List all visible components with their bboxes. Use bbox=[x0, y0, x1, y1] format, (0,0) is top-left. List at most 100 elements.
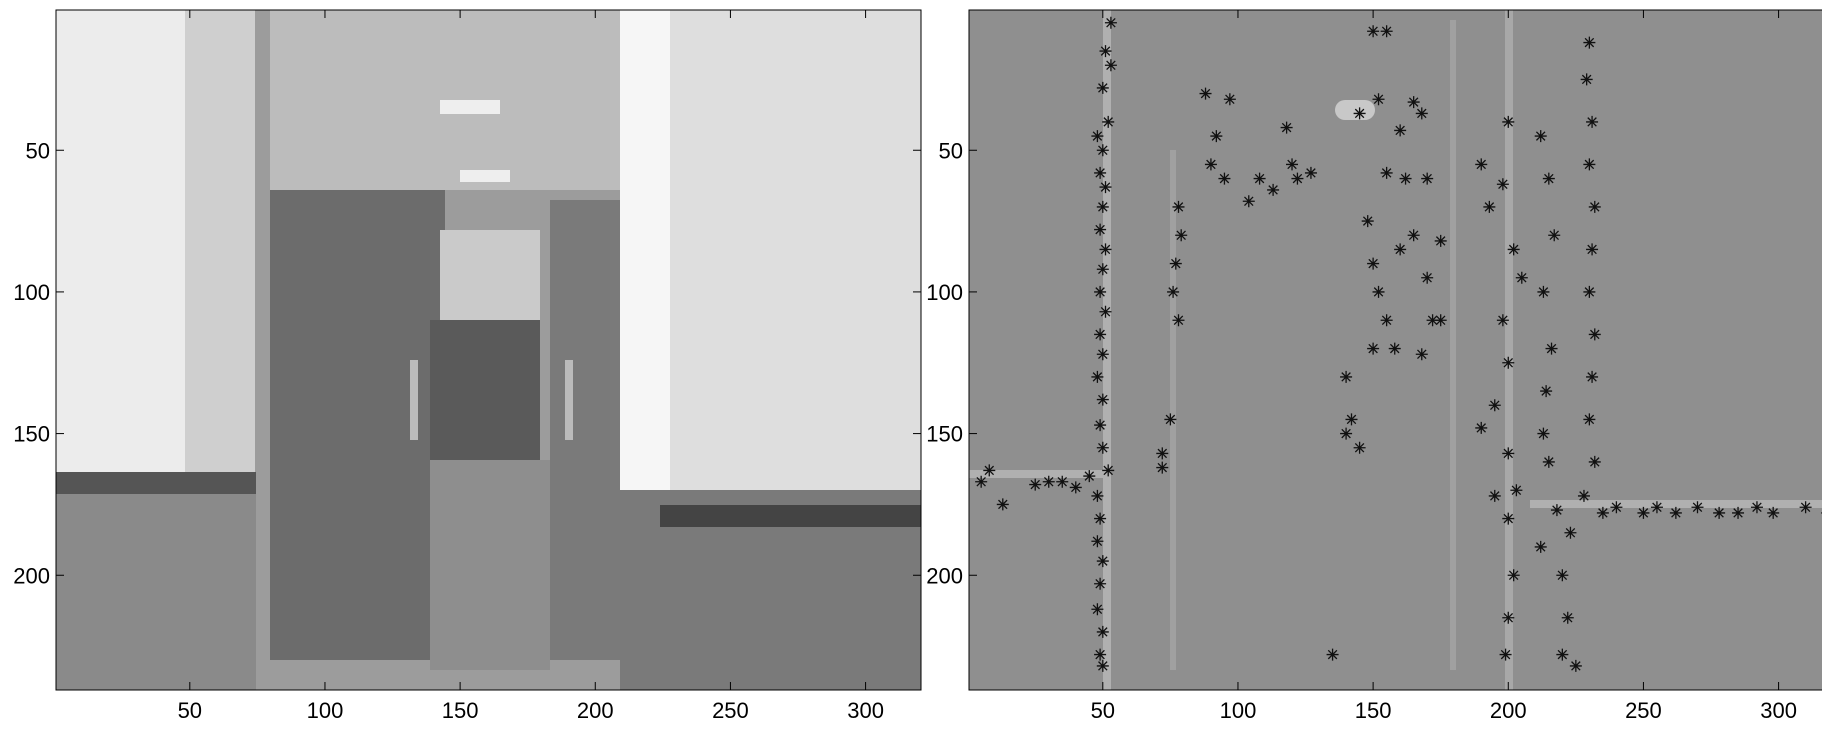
feature-point bbox=[1570, 660, 1582, 672]
feature-point bbox=[1156, 447, 1168, 459]
feature-point bbox=[1543, 173, 1555, 185]
feature-point bbox=[1508, 569, 1520, 581]
feature-point bbox=[1489, 490, 1501, 502]
feature-point bbox=[1362, 215, 1374, 227]
y-tick-label: 200 bbox=[926, 563, 963, 588]
feature-point bbox=[1400, 173, 1412, 185]
x-tick-label: 100 bbox=[307, 698, 344, 723]
feature-point bbox=[1767, 507, 1779, 519]
feature-point bbox=[1097, 660, 1109, 672]
feature-point bbox=[1502, 116, 1514, 128]
x-tick-label: 300 bbox=[1760, 698, 1797, 723]
feature-point bbox=[1056, 476, 1068, 488]
feature-point bbox=[1354, 442, 1366, 454]
y-tick-label: 150 bbox=[13, 422, 50, 447]
feature-point bbox=[1502, 447, 1514, 459]
feature-point bbox=[1097, 626, 1109, 638]
x-tick-label: 250 bbox=[712, 698, 749, 723]
feature-point bbox=[1510, 484, 1522, 496]
feature-point bbox=[1537, 286, 1549, 298]
feature-point bbox=[1097, 263, 1109, 275]
feature-point bbox=[1556, 649, 1568, 661]
feature-point bbox=[1156, 462, 1168, 474]
x-tick-label: 50 bbox=[178, 698, 202, 723]
feature-point bbox=[1670, 507, 1682, 519]
feature-point bbox=[1097, 442, 1109, 454]
feature-point bbox=[1097, 201, 1109, 213]
feature-point bbox=[1497, 178, 1509, 190]
feature-point bbox=[1094, 328, 1106, 340]
feature-point bbox=[1105, 59, 1117, 71]
feature-point bbox=[1435, 235, 1447, 247]
feature-point bbox=[1205, 158, 1217, 170]
x-tick-label: 50 bbox=[1091, 698, 1115, 723]
figure: 5010015020025030050100150200501001502002… bbox=[0, 0, 1822, 726]
feature-point bbox=[1556, 569, 1568, 581]
feature-point bbox=[1381, 314, 1393, 326]
x-tick-label: 200 bbox=[1490, 698, 1527, 723]
feature-point bbox=[1291, 173, 1303, 185]
feature-point bbox=[1381, 167, 1393, 179]
feature-point bbox=[1373, 93, 1385, 105]
feature-point bbox=[1218, 173, 1230, 185]
feature-point bbox=[1172, 314, 1184, 326]
feature-point bbox=[1691, 501, 1703, 513]
feature-point bbox=[1100, 243, 1112, 255]
feature-point bbox=[1651, 501, 1663, 513]
feature-point bbox=[1091, 535, 1103, 547]
feature-point bbox=[1502, 357, 1514, 369]
feature-point bbox=[1305, 167, 1317, 179]
feature-point bbox=[1097, 144, 1109, 156]
feature-point bbox=[1421, 272, 1433, 284]
feature-point bbox=[1200, 88, 1212, 100]
feature-point bbox=[1586, 371, 1598, 383]
feature-point bbox=[1751, 501, 1763, 513]
feature-point bbox=[1105, 17, 1117, 29]
feature-point bbox=[1043, 476, 1055, 488]
feature-point bbox=[1091, 371, 1103, 383]
feature-point bbox=[1327, 649, 1339, 661]
feature-point bbox=[975, 476, 987, 488]
feature-point bbox=[1537, 428, 1549, 440]
feature-point bbox=[1367, 25, 1379, 37]
x-tick-label: 150 bbox=[1355, 698, 1392, 723]
feature-point bbox=[1489, 399, 1501, 411]
feature-point bbox=[1100, 45, 1112, 57]
page: {"chart_data": [ {"type": "image", "xlim… bbox=[0, 0, 1822, 726]
feature-point bbox=[1800, 501, 1812, 513]
feature-point bbox=[1100, 306, 1112, 318]
feature-point bbox=[1416, 348, 1428, 360]
feature-point bbox=[1589, 328, 1601, 340]
feature-point bbox=[1102, 464, 1114, 476]
feature-point bbox=[1340, 371, 1352, 383]
feature-point bbox=[1100, 181, 1112, 193]
feature-point bbox=[1408, 229, 1420, 241]
feature-point bbox=[1535, 541, 1547, 553]
feature-point bbox=[983, 464, 995, 476]
x-tick-label: 150 bbox=[442, 698, 479, 723]
feature-point bbox=[1581, 73, 1593, 85]
feature-point bbox=[1502, 612, 1514, 624]
feature-point bbox=[1097, 348, 1109, 360]
x-tick-label: 200 bbox=[577, 698, 614, 723]
feature-point bbox=[1583, 413, 1595, 425]
feature-point bbox=[1500, 649, 1512, 661]
feature-point bbox=[1091, 603, 1103, 615]
feature-point bbox=[1094, 286, 1106, 298]
feature-point bbox=[1224, 93, 1236, 105]
feature-point bbox=[1164, 413, 1176, 425]
feature-point bbox=[1578, 490, 1590, 502]
feature-point bbox=[1094, 649, 1106, 661]
feature-point bbox=[1394, 243, 1406, 255]
feature-point bbox=[1564, 527, 1576, 539]
x-tick-label: 250 bbox=[1625, 698, 1662, 723]
feature-point bbox=[1354, 107, 1366, 119]
y-tick-label: 100 bbox=[13, 280, 50, 305]
x-tick-label: 300 bbox=[847, 698, 884, 723]
feature-point bbox=[1475, 158, 1487, 170]
feature-point bbox=[1381, 25, 1393, 37]
feature-point bbox=[1094, 578, 1106, 590]
feature-point bbox=[1243, 195, 1255, 207]
feature-point bbox=[1102, 116, 1114, 128]
feature-point bbox=[1281, 122, 1293, 134]
